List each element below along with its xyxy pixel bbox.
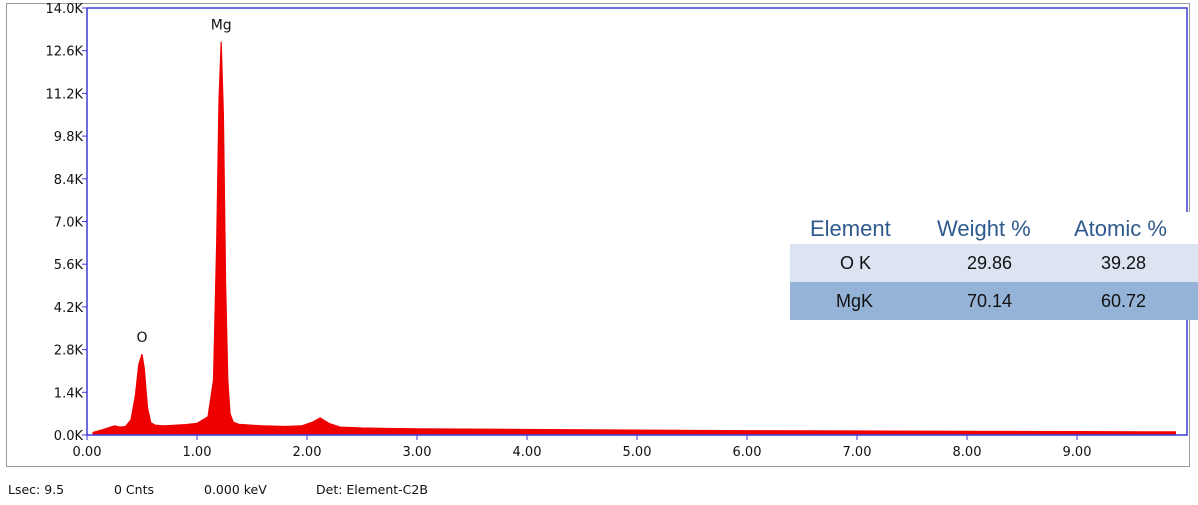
quantification-table: Element Weight % Atomic % O K 29.86 39.2… bbox=[790, 212, 1198, 320]
y-tick-label: 14.0K bbox=[46, 2, 84, 17]
header-weight: Weight % bbox=[937, 216, 1031, 241]
cell-weight: 70.14 bbox=[967, 291, 1013, 311]
table-row: MgK 70.14 60.72 bbox=[790, 282, 1198, 320]
status-kev: 0.000 keV bbox=[204, 482, 267, 497]
y-tick-label: 4.2K bbox=[54, 301, 84, 316]
y-tick-label: 1.4K bbox=[54, 386, 84, 401]
x-tick-label: 6.00 bbox=[733, 445, 762, 460]
x-tick-label: 1.00 bbox=[183, 445, 212, 460]
x-tick-label: 9.00 bbox=[1063, 445, 1092, 460]
eds-spectrum-chart: 0.00 1.00 2.00 3.00 4.00 5.00 6.00 7.00 8.00 9.00… bbox=[46, 2, 1188, 460]
peak-label-o: O bbox=[136, 330, 147, 346]
y-tick-label: 9.8K bbox=[54, 130, 84, 145]
cell-atomic: 39.28 bbox=[1101, 253, 1147, 273]
status-counts: 0 Cnts bbox=[114, 482, 154, 497]
cell-element: MgK bbox=[836, 291, 874, 311]
table-header-row: Element Weight % Atomic % bbox=[790, 212, 1198, 244]
y-tick-label: 11.2K bbox=[46, 87, 84, 102]
cell-element: O K bbox=[840, 253, 872, 273]
x-tick-label: 0.00 bbox=[73, 445, 102, 460]
x-tick-label: 7.00 bbox=[843, 445, 872, 460]
x-tick-label: 3.00 bbox=[403, 445, 432, 460]
y-tick-label: 0.0K bbox=[54, 429, 84, 444]
peak-label-mg: Mg bbox=[211, 18, 232, 34]
y-tick-label: 2.8K bbox=[54, 344, 84, 359]
cell-atomic: 60.72 bbox=[1101, 291, 1147, 311]
header-atomic: Atomic % bbox=[1074, 216, 1167, 241]
y-tick-label: 8.4K bbox=[54, 173, 84, 188]
status-detector: Det: Element-C2B bbox=[316, 482, 428, 497]
cell-weight: 29.86 bbox=[967, 253, 1013, 273]
x-tick-label: 4.00 bbox=[513, 445, 542, 460]
y-tick-label: 7.0K bbox=[54, 216, 84, 231]
table-row: O K 29.86 39.28 bbox=[790, 244, 1198, 282]
y-tick-label: 5.6K bbox=[54, 258, 84, 273]
x-tick-label: 5.00 bbox=[623, 445, 652, 460]
y-tick-label: 12.6K bbox=[46, 45, 84, 60]
status-lsec: Lsec: 9.5 bbox=[8, 482, 65, 497]
x-tick-label: 2.00 bbox=[293, 445, 322, 460]
spectrum-layer bbox=[92, 41, 1177, 435]
axis-layer: 0.00 1.00 2.00 3.00 4.00 5.00 6.00 7.00 8.00 9.00… bbox=[46, 2, 1092, 460]
spectrum-line-0 bbox=[92, 41, 1177, 434]
header-element: Element bbox=[810, 216, 891, 241]
x-tick-label: 8.00 bbox=[953, 445, 982, 460]
